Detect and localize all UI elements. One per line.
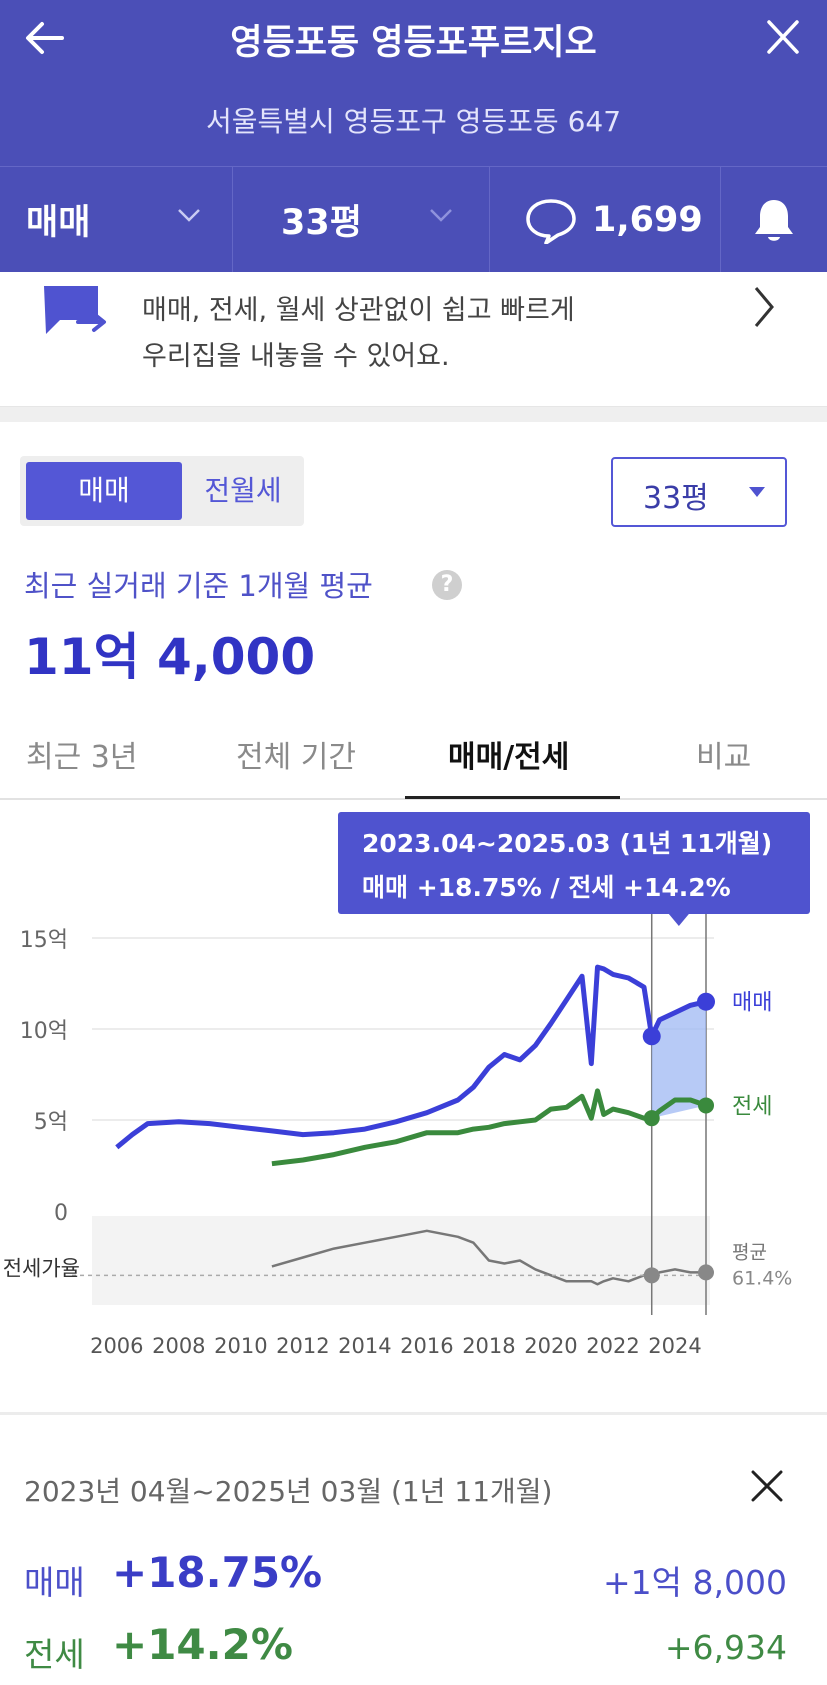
ratio-band-bg: [92, 1216, 710, 1305]
filter-separator: [489, 167, 490, 272]
x-tick-label: 2016: [400, 1334, 453, 1358]
x-tick-label: 2010: [214, 1334, 267, 1358]
listing-banner[interactable]: 매매, 전세, 월세 상관없이 쉽고 빠르게 우리집을 내놓을 수 있어요.: [0, 272, 827, 406]
y-tick-label: 5억: [34, 1110, 68, 1135]
comment-count: 1,699: [592, 199, 703, 240]
selection-point-sale: [697, 992, 715, 1011]
series-label-sale: 매매: [732, 991, 772, 1016]
x-tick-label: 2014: [338, 1334, 391, 1358]
ratio-label: 전세가율: [3, 1256, 80, 1280]
close-icon[interactable]: [747, 1466, 787, 1506]
summary-period: 2023년 04월~2025년 03월 (1년 11개월): [24, 1475, 553, 1508]
chevron-down-icon: [430, 209, 452, 222]
address: 서울특별시 영등포구 영등포동 647: [205, 105, 622, 138]
tab-sale-lease[interactable]: 매매/전세: [448, 740, 570, 775]
toggle-lease[interactable]: 전월세: [204, 474, 282, 507]
trade-type-label: 매매: [26, 203, 91, 243]
summary-separator: [0, 1412, 827, 1415]
summary-row-pct: +14.2%: [112, 1620, 293, 1669]
help-icon[interactable]: ?: [432, 570, 462, 600]
banner-text: 매매, 전세, 월세 상관없이 쉽고 빠르게 우리집을 내놓을 수 있어요.: [142, 288, 575, 380]
summary-row-sale: 매매 +18.75% +1억 8,000: [0, 1548, 827, 1608]
summary-row-amount: +1억 8,000: [603, 1563, 787, 1602]
page-title: 영등포동 영등포푸르지오: [230, 23, 597, 63]
size-dropdown[interactable]: 33평: [233, 167, 489, 272]
selection-point-ratio: [643, 1267, 660, 1284]
tooltip-pointer: [668, 914, 689, 926]
banner-line: 매매, 전세, 월세 상관없이 쉽고 빠르게: [142, 295, 575, 326]
summary-row-pct: +18.75%: [112, 1548, 323, 1597]
x-tick-label: 2006: [90, 1334, 143, 1358]
y-tick-label: 10억: [20, 1019, 68, 1044]
back-arrow-icon[interactable]: [22, 18, 70, 58]
x-tick-label: 2008: [152, 1334, 205, 1358]
size-select-label: 33평: [643, 481, 709, 516]
toggle-sale[interactable]: 매매: [26, 462, 182, 520]
summary-row-amount: +6,934: [664, 1628, 787, 1667]
speech-bubble-icon: [526, 198, 576, 244]
x-tick-label: 2018: [462, 1334, 515, 1358]
tooltip-line: 매매 +18.75% / 전세 +14.2%: [362, 873, 731, 902]
y-tick-label: 0: [54, 1201, 68, 1226]
selection-area: [651, 1001, 706, 1119]
header: 영등포동 영등포푸르지오 서울특별시 영등포구 영등포동 647 매매 33평: [0, 0, 827, 272]
header-divider: [0, 166, 827, 167]
y-tick-label: 15억: [20, 928, 68, 953]
active-tab-underline: [405, 796, 620, 799]
tab-compare[interactable]: 비교: [696, 740, 752, 775]
selection-point-jeonse: [698, 1097, 714, 1114]
period-tabs: 최근 3년 전체 기간 매매/전세 비교: [0, 720, 827, 800]
chevron-right-icon: [754, 287, 774, 327]
x-tick-label: 2022: [586, 1334, 639, 1358]
comments-button[interactable]: 1,699: [490, 167, 720, 272]
close-icon[interactable]: [761, 18, 805, 58]
x-tick-label: 2024: [648, 1334, 701, 1358]
avg-label: 평균: [732, 1242, 767, 1264]
selection-point-ratio: [698, 1264, 714, 1281]
filter-separator: [232, 167, 233, 272]
series-line-sale: [115, 964, 707, 1150]
filter-separator: [720, 167, 721, 272]
tooltip-line: 2023.04~2025.03 (1년 11개월): [362, 829, 772, 858]
selection-point-jeonse: [643, 1110, 660, 1127]
avg-value: 61.4%: [732, 1268, 792, 1290]
banner-line: 우리집을 내놓을 수 있어요.: [142, 341, 450, 372]
size-label: 33평: [281, 203, 362, 243]
listing-flag-icon: [44, 286, 106, 334]
selection-tooltip: [338, 812, 810, 914]
summary-row-lease: 전세 +14.2% +6,934: [0, 1620, 827, 1680]
chevron-down-icon: [178, 209, 200, 222]
trade-toggle: 매매 전월세: [20, 456, 304, 526]
summary-row-label: 전세: [24, 1635, 85, 1674]
notification-button[interactable]: [721, 167, 827, 272]
recent-price-value: 11억 4,000: [24, 628, 316, 686]
tab-recent-3y[interactable]: 최근 3년: [26, 740, 138, 775]
trade-type-dropdown[interactable]: 매매: [0, 167, 232, 272]
selection-point-sale: [642, 1027, 661, 1046]
x-tick-label: 2012: [276, 1334, 329, 1358]
section-gap: [0, 406, 827, 422]
series-label-jeonse: 전세: [732, 1094, 772, 1119]
caret-down-icon: [749, 487, 765, 497]
x-tick-label: 2020: [524, 1334, 577, 1358]
bell-icon: [755, 199, 793, 241]
summary-row-label: 매매: [24, 1563, 85, 1602]
series-line-jeonse: [271, 1088, 707, 1167]
recent-price-label: 최근 실거래 기준 1개월 평균: [24, 569, 373, 603]
tab-all-period[interactable]: 전체 기간: [236, 740, 356, 775]
filter-bar: 매매 33평 1,699: [0, 167, 827, 272]
size-select[interactable]: 33평: [611, 457, 787, 527]
